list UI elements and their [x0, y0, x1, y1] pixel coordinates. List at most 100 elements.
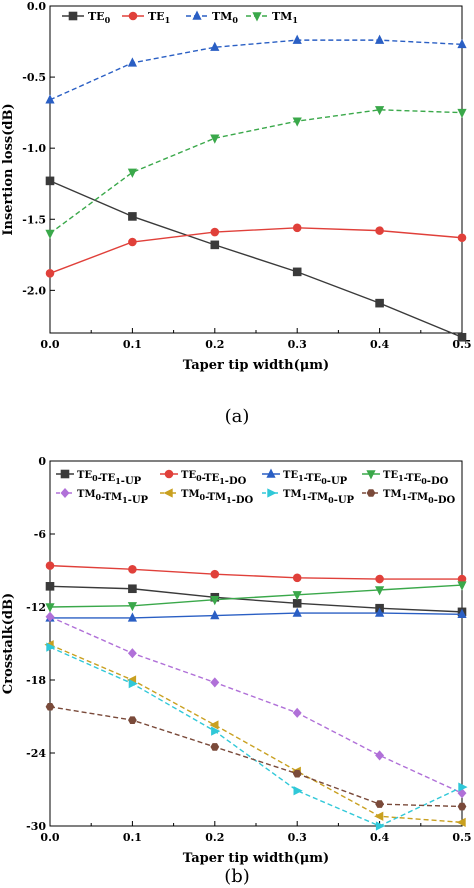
data-point	[128, 237, 137, 247]
series-line	[49, 584, 463, 608]
legend-marker	[366, 489, 376, 497]
series-line	[49, 39, 463, 101]
data-point	[210, 743, 220, 751]
data-point	[457, 108, 467, 119]
data-point	[211, 726, 221, 736]
x-tick-label: 0.0	[40, 831, 59, 844]
data-point	[374, 607, 385, 617]
series-tm1-tm0-up	[46, 642, 468, 831]
legend-label: TM1-TM0-UP	[283, 489, 355, 506]
legend-label: TM1-TM0-DO	[383, 489, 456, 506]
data-point	[210, 569, 220, 579]
data-point	[45, 603, 55, 613]
series-te1-te0-do	[45, 581, 467, 613]
legend-marker	[68, 11, 78, 21]
data-point	[292, 707, 302, 718]
x-tick-label: 0.1	[123, 338, 142, 351]
data-point	[374, 34, 385, 44]
series-tm0-tm1-do	[44, 640, 466, 827]
x-tick-label: 0.5	[452, 831, 471, 844]
data-point	[210, 134, 220, 144]
legend-item-tm0-tm1-do: TM0-TM1-DO	[160, 488, 254, 506]
data-point	[46, 642, 56, 652]
series-line	[49, 646, 463, 827]
data-point	[128, 584, 137, 594]
data-point	[127, 602, 138, 612]
data-point	[457, 38, 467, 49]
x-axis-title: Taper tip width(μm)	[183, 358, 329, 373]
data-point	[210, 227, 220, 237]
legend-item-tm0: TM0	[186, 10, 238, 25]
x-tick-label: 0.4	[370, 831, 389, 844]
y-tick-label: -24	[26, 747, 46, 760]
y-tick-label: -18	[26, 674, 46, 687]
legend-marker	[366, 470, 376, 480]
series-line	[49, 585, 463, 613]
data-point	[128, 679, 138, 689]
data-point	[374, 106, 385, 116]
data-point	[374, 586, 385, 596]
x-tick-label: 0.3	[288, 831, 307, 844]
data-point	[45, 561, 55, 570]
series-te0-te1-do	[45, 561, 467, 584]
data-point	[210, 677, 220, 688]
y-tick-label: -1.0	[22, 142, 46, 155]
legend-label: TM0-TM1-UP	[77, 489, 149, 506]
data-point	[210, 41, 220, 51]
data-point	[45, 176, 55, 186]
data-point	[375, 800, 384, 808]
legend-label: TE0-TE1-DO	[181, 470, 247, 487]
legend-label: TE1	[148, 10, 170, 25]
legend-item-te1-te0-do: TE1-TE0-DO	[362, 470, 449, 487]
series-line	[49, 644, 463, 824]
x-tick-label: 0.1	[123, 831, 142, 844]
y-tick-label: -30	[26, 820, 46, 833]
data-point	[456, 817, 466, 827]
data-point	[457, 608, 467, 618]
legend-marker	[266, 468, 276, 478]
legend-item-te0-te1-up: TE0-TE1-UP	[56, 469, 142, 487]
legend-label: TE0-TE1-UP	[77, 470, 142, 487]
y-axis-title: Crosstalk(dB)	[1, 593, 16, 694]
x-axis-title: Taper tip width(μm)	[183, 851, 329, 866]
series-tm1	[45, 106, 467, 239]
series-tm0-tm1-up	[45, 611, 467, 799]
legend-item-te1: TE1	[122, 10, 170, 25]
y-tick-label: 0	[38, 455, 46, 468]
data-point	[375, 821, 386, 831]
data-point	[375, 298, 384, 308]
series-te0	[45, 176, 467, 342]
legend-marker	[60, 487, 70, 499]
data-point	[128, 212, 137, 221]
legend-label: TE1-TE0-UP	[283, 470, 348, 487]
data-point	[292, 267, 302, 277]
data-point	[45, 268, 55, 278]
x-tick-label: 0.4	[370, 338, 389, 351]
data-point	[128, 564, 137, 574]
data-point	[292, 573, 302, 583]
data-point	[127, 57, 138, 67]
series-line	[50, 612, 463, 619]
data-point	[457, 802, 467, 811]
data-point	[292, 769, 302, 778]
y-tick-label: -1.5	[22, 213, 46, 226]
legend-item-tm1-tm0-up: TM1-TM0-UP	[262, 488, 355, 506]
data-point	[457, 233, 467, 243]
data-point	[292, 607, 302, 617]
legend-item-tm1-tm0-do: TM1-TM0-DO	[362, 489, 456, 506]
y-tick-label: -12	[26, 601, 46, 614]
data-point	[209, 720, 219, 730]
legend-item-te1-te0-up: TE1-TE0-UP	[262, 468, 348, 487]
data-point	[45, 94, 55, 104]
data-point	[375, 226, 384, 235]
series-line	[49, 109, 463, 235]
series-tm0	[45, 34, 467, 104]
legend-label: TE1-TE0-DO	[383, 470, 449, 487]
legend-label: TM0-TM1-DO	[181, 489, 254, 506]
x-tick-label: 0.2	[205, 831, 224, 844]
y-axis-title: Insertion loss(dB)	[1, 103, 16, 235]
legend-item-tm1: TM1	[246, 10, 298, 25]
x-tick-label: 0.3	[288, 338, 307, 351]
data-point	[457, 581, 467, 591]
legend-label: TM1	[272, 10, 298, 25]
